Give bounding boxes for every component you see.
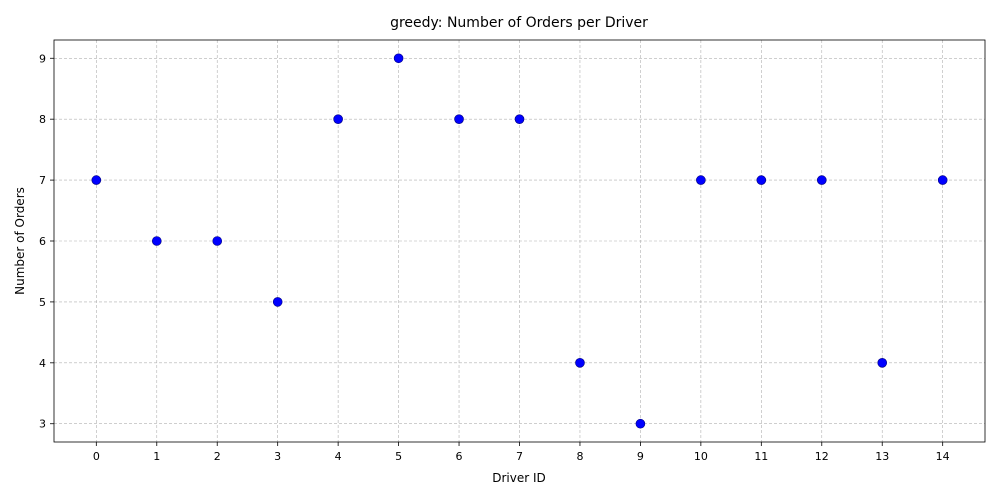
x-tick-label: 8 (576, 450, 583, 463)
y-axis-label: Number of Orders (13, 187, 27, 295)
data-point (272, 297, 283, 307)
data-point (756, 175, 767, 185)
data-point (393, 53, 404, 64)
y-axis-ticks: 3 4 5 6 7 8 9 (39, 52, 54, 431)
x-axis-label: Driver ID (492, 471, 546, 485)
x-tick-label: 0 (93, 450, 100, 463)
data-point (696, 175, 706, 185)
x-tick-label: 5 (395, 450, 402, 463)
x-tick-label: 13 (875, 450, 889, 463)
y-tick-label: 8 (39, 113, 46, 126)
data-point (937, 175, 948, 185)
x-axis-ticks: 0 1 2 3 4 5 6 7 8 9 10 11 12 13 14 (93, 442, 950, 463)
data-points (91, 53, 948, 429)
x-tick-label: 12 (815, 450, 829, 463)
x-tick-label: 6 (456, 450, 463, 463)
data-point (454, 114, 464, 124)
grid (54, 40, 985, 442)
data-point (816, 175, 827, 185)
y-tick-label: 6 (39, 235, 46, 248)
data-point (91, 175, 102, 185)
y-tick-label: 9 (39, 52, 46, 65)
y-tick-label: 7 (39, 174, 46, 187)
x-tick-label: 4 (335, 450, 342, 463)
x-tick-label: 2 (214, 450, 221, 463)
x-tick-label: 11 (754, 450, 768, 463)
x-tick-label: 10 (694, 450, 708, 463)
y-tick-label: 4 (39, 357, 46, 370)
data-point (151, 236, 162, 246)
data-point (575, 358, 585, 368)
y-tick-label: 3 (39, 418, 46, 431)
data-point (212, 236, 223, 246)
x-tick-label: 9 (637, 450, 644, 463)
x-tick-label: 7 (516, 450, 523, 463)
x-tick-label: 14 (936, 450, 950, 463)
data-point (877, 358, 888, 368)
x-tick-label: 3 (274, 450, 281, 463)
data-point (514, 114, 525, 124)
chart-title: greedy: Number of Orders per Driver (390, 15, 648, 31)
data-point (333, 114, 343, 124)
data-point (635, 418, 646, 429)
y-tick-label: 5 (39, 296, 46, 309)
x-tick-label: 1 (153, 450, 160, 463)
